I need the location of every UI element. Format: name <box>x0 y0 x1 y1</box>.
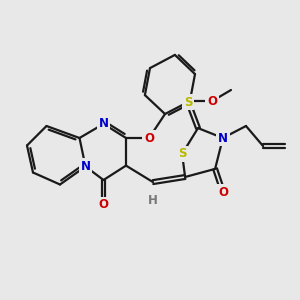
Text: N: N <box>80 160 91 173</box>
Text: S: S <box>178 147 186 161</box>
Text: N: N <box>98 117 109 130</box>
Text: O: O <box>144 131 154 145</box>
Text: S: S <box>184 95 192 109</box>
Text: N: N <box>218 131 228 145</box>
Text: O: O <box>207 94 217 108</box>
Text: O: O <box>218 185 228 199</box>
Text: H: H <box>148 194 158 208</box>
Text: O: O <box>98 198 109 212</box>
